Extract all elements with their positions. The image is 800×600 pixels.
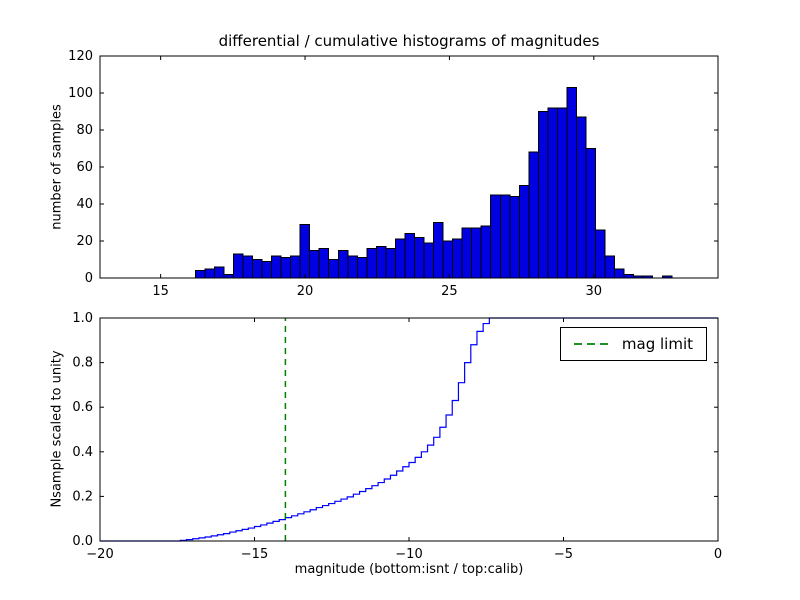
histogram-bar (261, 260, 273, 279)
histogram-bar (509, 196, 520, 279)
histogram-bar (556, 107, 568, 279)
histogram-bar (413, 236, 425, 279)
histogram-bar (366, 247, 377, 279)
x-tick-label: 20 (297, 284, 314, 299)
histogram-bar (566, 86, 577, 279)
x-tick-label: −15 (241, 547, 268, 562)
histogram-bar (471, 227, 482, 279)
histogram-bar (452, 238, 463, 279)
histogram-bar (309, 249, 320, 279)
x-tick-label: −5 (554, 547, 573, 562)
bottom-y-axis-label: Nsample scaled to unity (49, 350, 65, 508)
histogram-bar (251, 259, 263, 279)
y-tick-label: 100 (68, 86, 93, 101)
top-y-axis-label: number of samples (49, 104, 65, 230)
x-tick-label: 25 (441, 284, 458, 299)
x-tick-label: 0 (714, 547, 722, 562)
histogram-bar (461, 227, 473, 279)
histogram-bar (280, 257, 292, 279)
legend-dash-icon (573, 343, 610, 345)
histogram-bar (394, 238, 406, 279)
x-tick-label: 15 (152, 284, 169, 299)
histogram-bar (328, 259, 339, 279)
histogram-bar (585, 148, 597, 279)
y-tick-label: 1.0 (72, 311, 93, 326)
histogram-bar (404, 233, 415, 279)
legend-label: mag limit (621, 335, 693, 353)
histogram-bar (385, 247, 396, 279)
histogram-bar (375, 246, 387, 279)
histogram-bar (204, 268, 215, 279)
histogram-bar (356, 257, 368, 279)
histogram-bar (318, 247, 330, 279)
y-tick-label: 0.2 (72, 489, 93, 504)
histogram-bar (337, 249, 349, 279)
histogram-bar (576, 116, 587, 279)
histogram-bar (433, 222, 444, 279)
histogram-bar (423, 242, 435, 279)
histogram-bar (518, 185, 530, 279)
y-tick-label: 40 (76, 197, 93, 212)
histogram-bar (490, 194, 501, 279)
y-tick-label: 120 (68, 49, 93, 64)
histogram-bar (442, 240, 454, 279)
histogram-bar (537, 111, 549, 279)
legend: mag limit (559, 327, 707, 361)
histogram-bar (547, 107, 558, 279)
x-tick-label: −10 (395, 547, 422, 562)
y-tick-label: 0.4 (72, 445, 93, 460)
y-tick-label: 60 (76, 160, 93, 175)
histogram-bar (299, 223, 311, 279)
histogram-bar (242, 255, 253, 279)
y-tick-label: 80 (76, 123, 93, 138)
histogram-bar (194, 270, 206, 279)
y-tick-label: 0.6 (72, 400, 93, 415)
histogram-bar (347, 255, 358, 279)
histogram-bar (614, 268, 625, 279)
histogram-bar (290, 255, 301, 279)
x-tick-label: −20 (86, 547, 113, 562)
cumulative-step-line (100, 317, 718, 542)
y-tick-label: 0.8 (72, 356, 93, 371)
chart-title: differential / cumulative histograms of … (218, 32, 600, 50)
y-tick-label: 0 (85, 271, 93, 286)
histogram-bar (223, 273, 234, 279)
histogram-bar (604, 255, 616, 279)
histogram-bar (480, 225, 492, 279)
x-axis-label: magnitude (bottom:isnt / top:calib) (294, 562, 524, 577)
x-tick-label: 30 (586, 284, 603, 299)
histogram-bar (232, 253, 244, 279)
y-tick-label: 0.0 (72, 534, 93, 549)
histogram-bar (213, 266, 225, 279)
histogram-bar (528, 151, 539, 279)
y-tick-label: 20 (76, 234, 93, 249)
histogram-bar (271, 255, 282, 279)
histogram-bar (623, 273, 635, 279)
histogram-bar (499, 194, 511, 279)
histogram-bar (595, 229, 606, 279)
